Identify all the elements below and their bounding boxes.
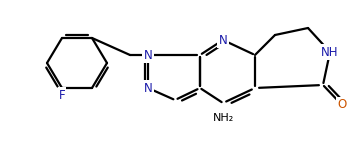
Text: N: N [144, 48, 152, 61]
Text: F: F [59, 89, 65, 102]
Text: NH: NH [321, 45, 339, 58]
Text: N: N [219, 34, 227, 46]
Text: O: O [337, 99, 347, 112]
Text: NH₂: NH₂ [212, 113, 234, 123]
Text: N: N [144, 81, 152, 95]
